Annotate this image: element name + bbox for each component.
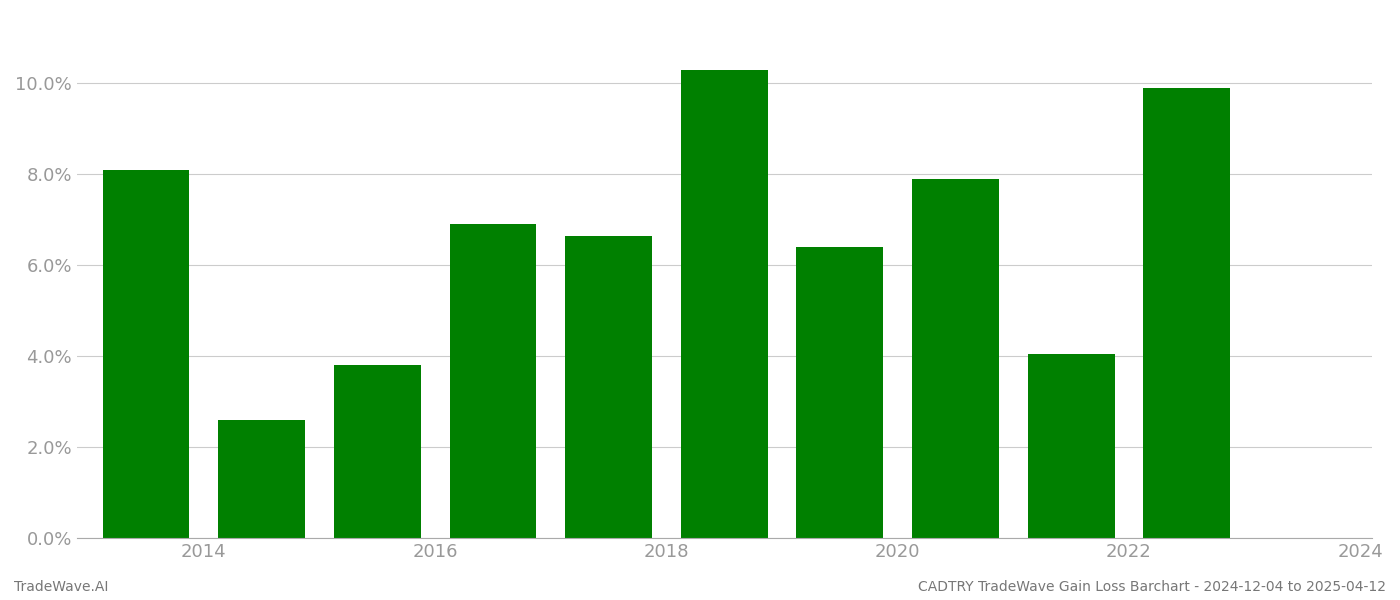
Bar [680,70,767,538]
Bar [449,224,536,538]
Text: TradeWave.AI: TradeWave.AI [14,580,108,594]
Bar [102,170,189,538]
Bar [1144,88,1231,538]
Bar [797,247,883,538]
Bar [1028,354,1114,538]
Text: CADTRY TradeWave Gain Loss Barchart - 2024-12-04 to 2025-04-12: CADTRY TradeWave Gain Loss Barchart - 20… [918,580,1386,594]
Bar [218,420,305,538]
Bar [913,179,998,538]
Bar [335,365,420,538]
Bar [566,236,652,538]
